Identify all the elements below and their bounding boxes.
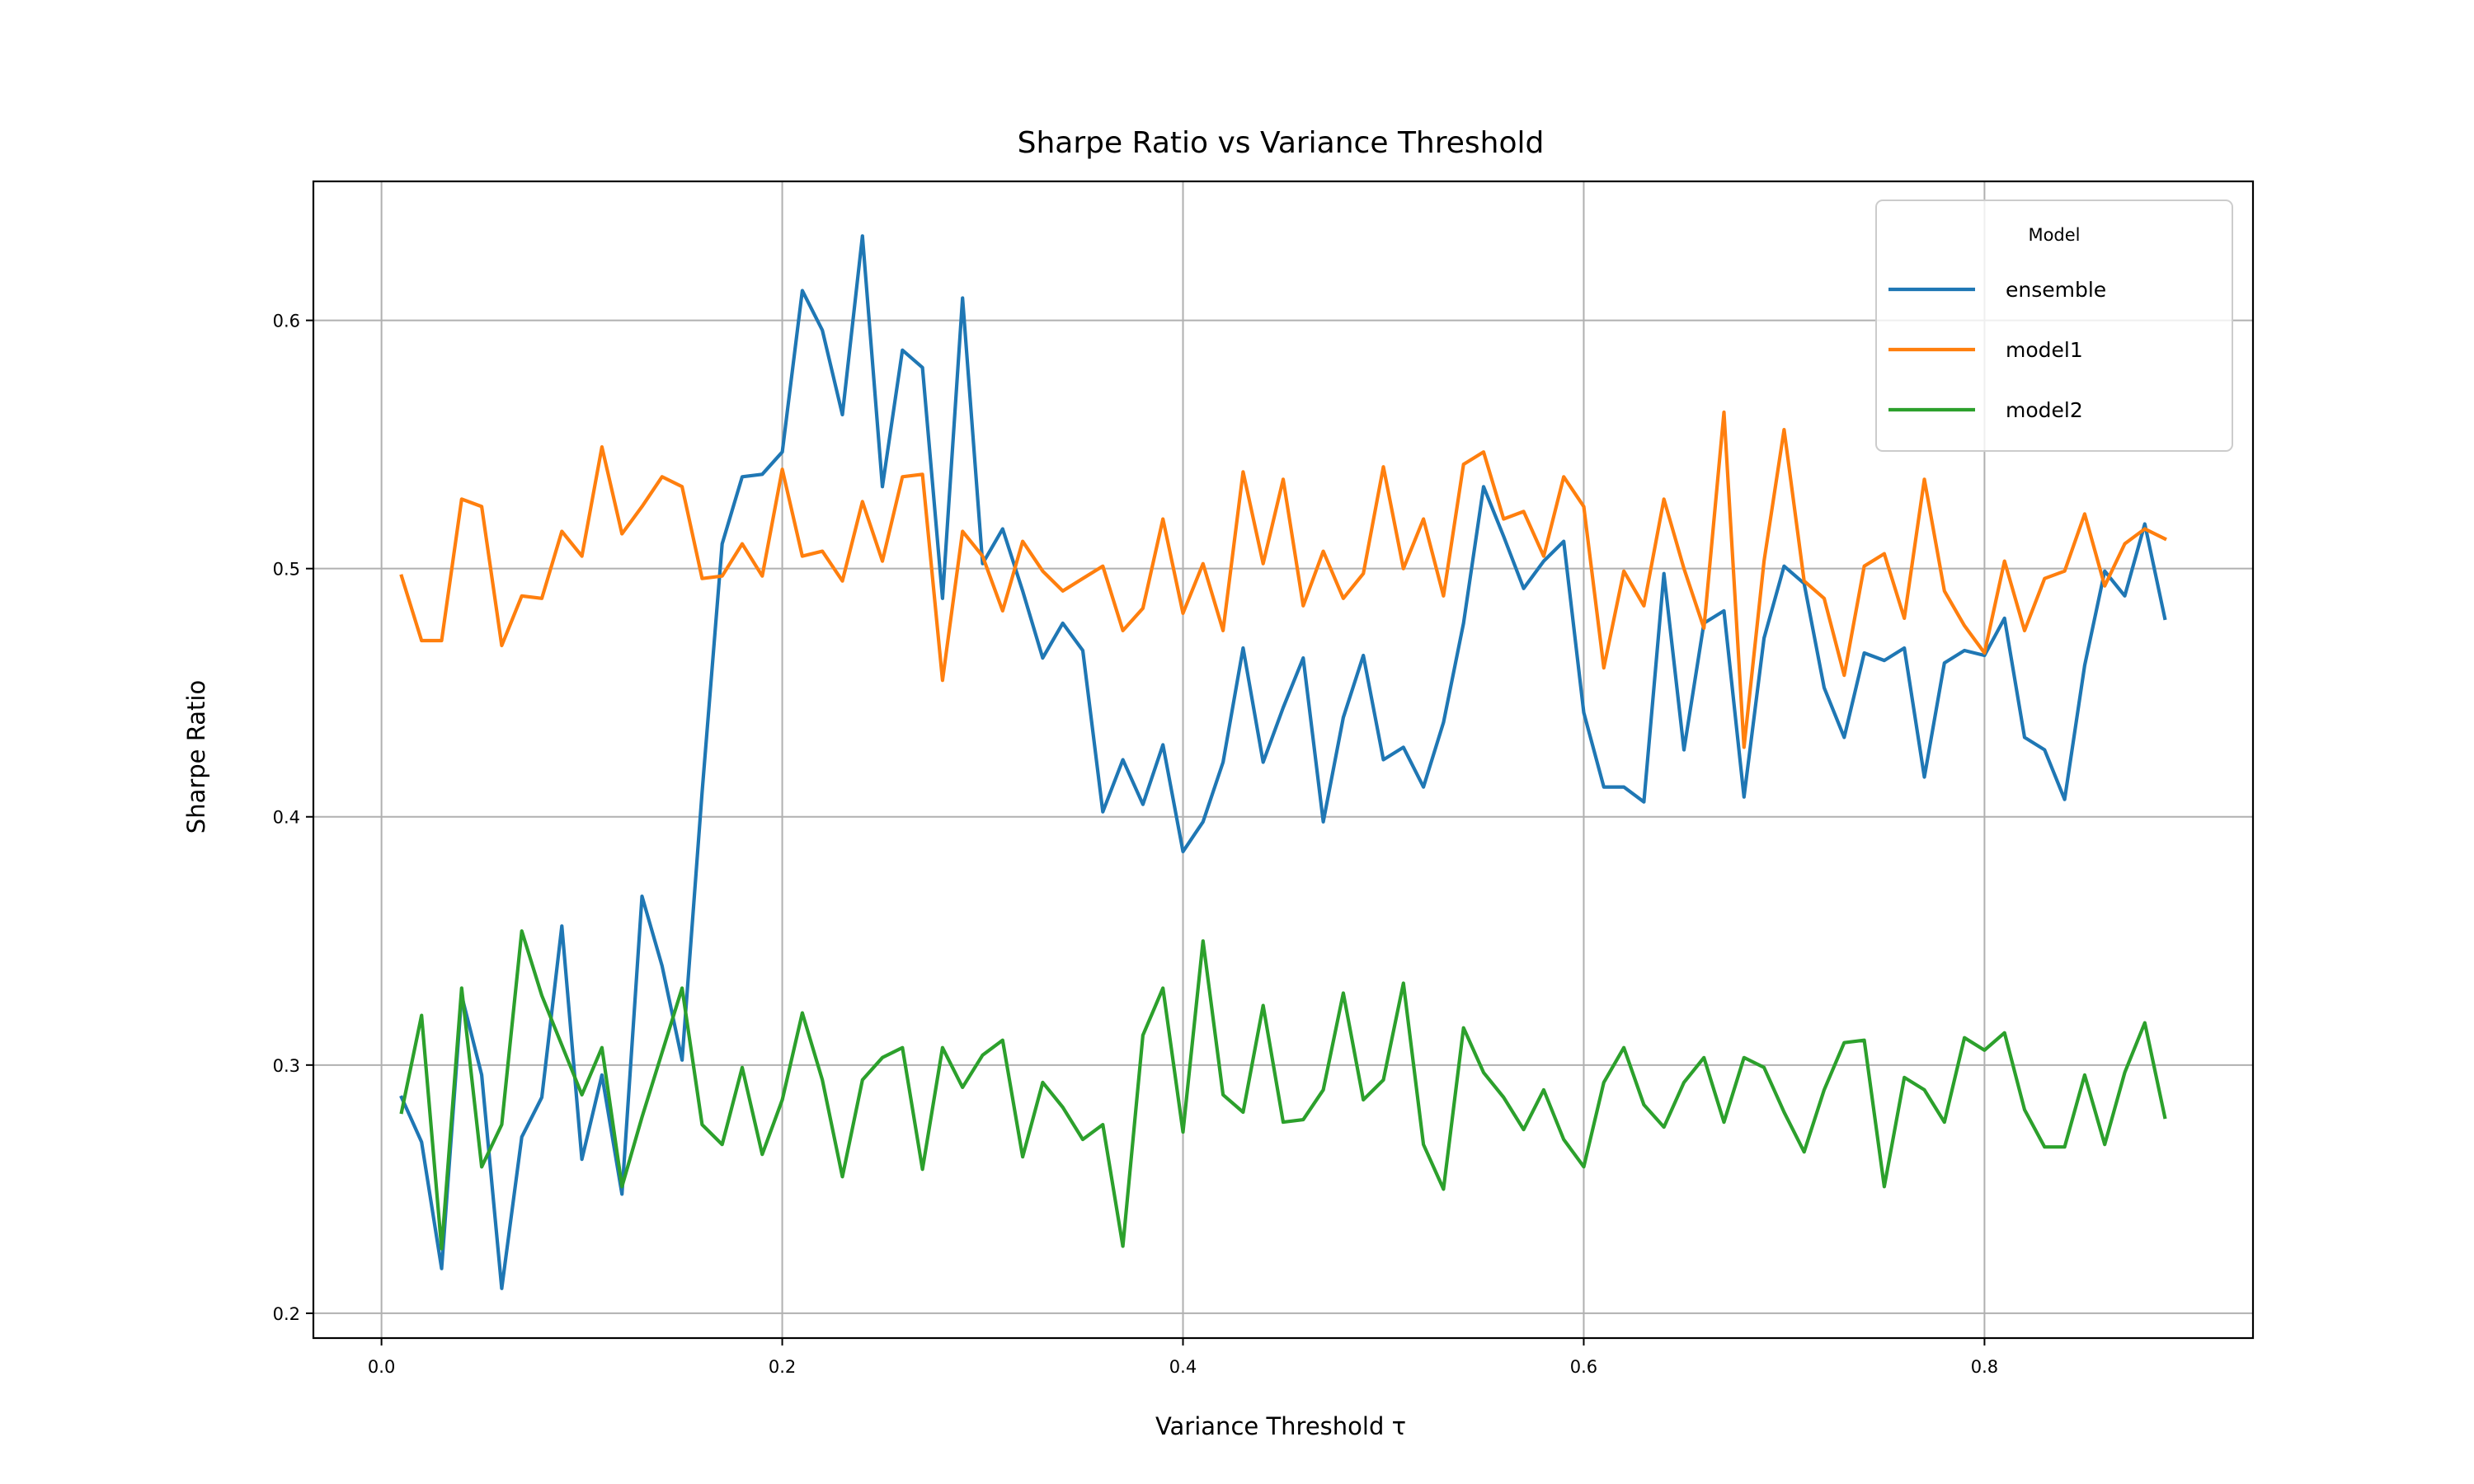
series-line-ensemble xyxy=(399,234,2167,1290)
x-tick-label: 0.6 xyxy=(1570,1357,1597,1377)
y-axis-label: Sharpe Ratio xyxy=(182,680,210,834)
legend-box xyxy=(1875,200,2233,452)
y-tick-label: 0.2 xyxy=(273,1304,300,1324)
y-tick-label: 0.3 xyxy=(273,1056,300,1076)
series-line-model2 xyxy=(399,929,2167,1251)
y-tick-label: 0.5 xyxy=(273,560,300,580)
y-axis-ticks: 0.2 0.3 0.4 0.5 0.6 xyxy=(273,312,313,1324)
chart-title: Sharpe Ratio vs Variance Threshold xyxy=(1018,126,1545,160)
y-tick-label: 0.6 xyxy=(273,312,300,331)
y-tick-label: 0.4 xyxy=(273,808,300,828)
x-axis-label: Variance Threshold τ xyxy=(1155,1412,1406,1440)
plot-frame xyxy=(312,180,2255,1340)
legend-entries: ensemble model1 model2 xyxy=(1888,278,2106,422)
legend-label-model2: model2 xyxy=(2006,398,2083,422)
x-tick-label: 0.8 xyxy=(1971,1357,1998,1377)
series-line-model1 xyxy=(399,410,2167,749)
legend: Model ensemble model1 model2 xyxy=(1875,200,2233,452)
x-tick-label: 0.4 xyxy=(1169,1357,1197,1377)
x-tick-label: 0.2 xyxy=(769,1357,796,1377)
legend-label-ensemble: ensemble xyxy=(2006,278,2106,302)
x-axis-ticks: 0.0 0.2 0.4 0.6 0.8 xyxy=(368,1338,1998,1377)
x-tick-label: 0.0 xyxy=(368,1357,395,1377)
legend-title: Model xyxy=(2028,225,2080,245)
series-lines xyxy=(399,234,2167,1290)
legend-label-model1: model1 xyxy=(2006,338,2083,362)
